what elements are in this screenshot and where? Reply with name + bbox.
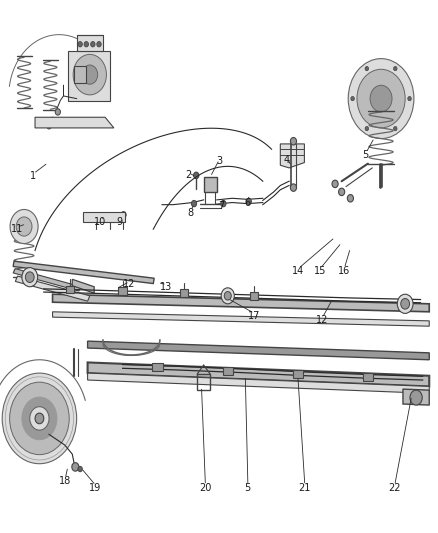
Circle shape	[10, 209, 38, 244]
Text: 14: 14	[292, 266, 304, 276]
Circle shape	[351, 96, 354, 101]
Text: 12: 12	[123, 279, 135, 288]
Text: 8: 8	[187, 208, 194, 217]
Circle shape	[102, 213, 108, 219]
Polygon shape	[72, 279, 94, 293]
Polygon shape	[13, 261, 154, 284]
Circle shape	[332, 180, 338, 188]
Circle shape	[78, 466, 82, 472]
Bar	[77, 35, 103, 51]
Circle shape	[393, 126, 397, 131]
Circle shape	[72, 463, 79, 471]
Polygon shape	[88, 373, 429, 393]
Text: 13: 13	[160, 282, 173, 292]
Circle shape	[50, 117, 55, 123]
Bar	[180, 289, 188, 297]
Polygon shape	[280, 144, 304, 168]
Polygon shape	[13, 269, 81, 291]
Circle shape	[290, 184, 297, 191]
Text: 19: 19	[89, 483, 102, 492]
Polygon shape	[88, 362, 429, 386]
Text: 15: 15	[314, 266, 326, 276]
Circle shape	[246, 198, 251, 205]
Circle shape	[73, 54, 106, 95]
Circle shape	[224, 292, 231, 300]
Circle shape	[22, 268, 38, 287]
Bar	[204, 177, 217, 192]
Circle shape	[393, 67, 397, 71]
Polygon shape	[53, 294, 429, 312]
Bar	[363, 373, 373, 381]
Text: 1: 1	[30, 171, 36, 181]
Bar	[223, 367, 233, 375]
Bar	[66, 286, 74, 293]
Polygon shape	[15, 276, 90, 301]
Circle shape	[16, 217, 32, 236]
Text: 18: 18	[59, 476, 71, 486]
Circle shape	[408, 96, 411, 101]
Polygon shape	[53, 312, 429, 326]
Text: 5: 5	[363, 150, 369, 159]
Bar	[250, 292, 258, 300]
Circle shape	[191, 200, 197, 207]
Polygon shape	[403, 389, 429, 405]
Bar	[83, 212, 125, 222]
Text: 3: 3	[216, 157, 222, 166]
Circle shape	[30, 407, 49, 430]
Bar	[152, 363, 163, 371]
Text: 7: 7	[218, 201, 224, 211]
Text: 9: 9	[116, 217, 122, 227]
Bar	[68, 51, 110, 101]
Circle shape	[397, 294, 413, 313]
Text: 12: 12	[316, 315, 328, 325]
Text: 6: 6	[244, 198, 251, 207]
Circle shape	[401, 298, 410, 309]
Circle shape	[370, 85, 392, 112]
Circle shape	[221, 200, 226, 207]
Circle shape	[97, 42, 101, 47]
Circle shape	[2, 373, 77, 464]
Text: 17: 17	[248, 311, 260, 320]
Circle shape	[22, 397, 57, 440]
Circle shape	[10, 382, 69, 455]
Polygon shape	[35, 117, 114, 128]
Circle shape	[47, 124, 51, 129]
Circle shape	[35, 413, 44, 424]
Circle shape	[347, 195, 353, 202]
Circle shape	[84, 42, 88, 47]
Circle shape	[357, 69, 405, 128]
Circle shape	[82, 65, 98, 84]
Circle shape	[78, 42, 82, 47]
Circle shape	[290, 138, 297, 145]
Text: 22: 22	[388, 483, 400, 492]
Text: 5: 5	[244, 483, 251, 492]
Text: 20: 20	[199, 483, 211, 492]
Text: 21: 21	[298, 483, 311, 492]
Circle shape	[194, 172, 199, 179]
Text: 2: 2	[185, 170, 191, 180]
Circle shape	[365, 126, 368, 131]
Text: 4: 4	[284, 155, 290, 165]
Text: 16: 16	[338, 266, 350, 276]
Text: 11: 11	[11, 224, 23, 234]
Bar	[74, 66, 86, 83]
Bar	[118, 287, 127, 295]
Circle shape	[339, 188, 345, 196]
Circle shape	[91, 42, 95, 47]
Circle shape	[365, 67, 368, 71]
Circle shape	[348, 59, 414, 139]
Bar	[293, 370, 303, 378]
Circle shape	[121, 212, 126, 218]
Circle shape	[55, 109, 60, 115]
Bar	[197, 374, 210, 390]
Circle shape	[410, 390, 422, 405]
Text: 10: 10	[94, 217, 106, 227]
Circle shape	[221, 288, 234, 304]
Polygon shape	[88, 341, 429, 360]
Circle shape	[25, 272, 34, 282]
